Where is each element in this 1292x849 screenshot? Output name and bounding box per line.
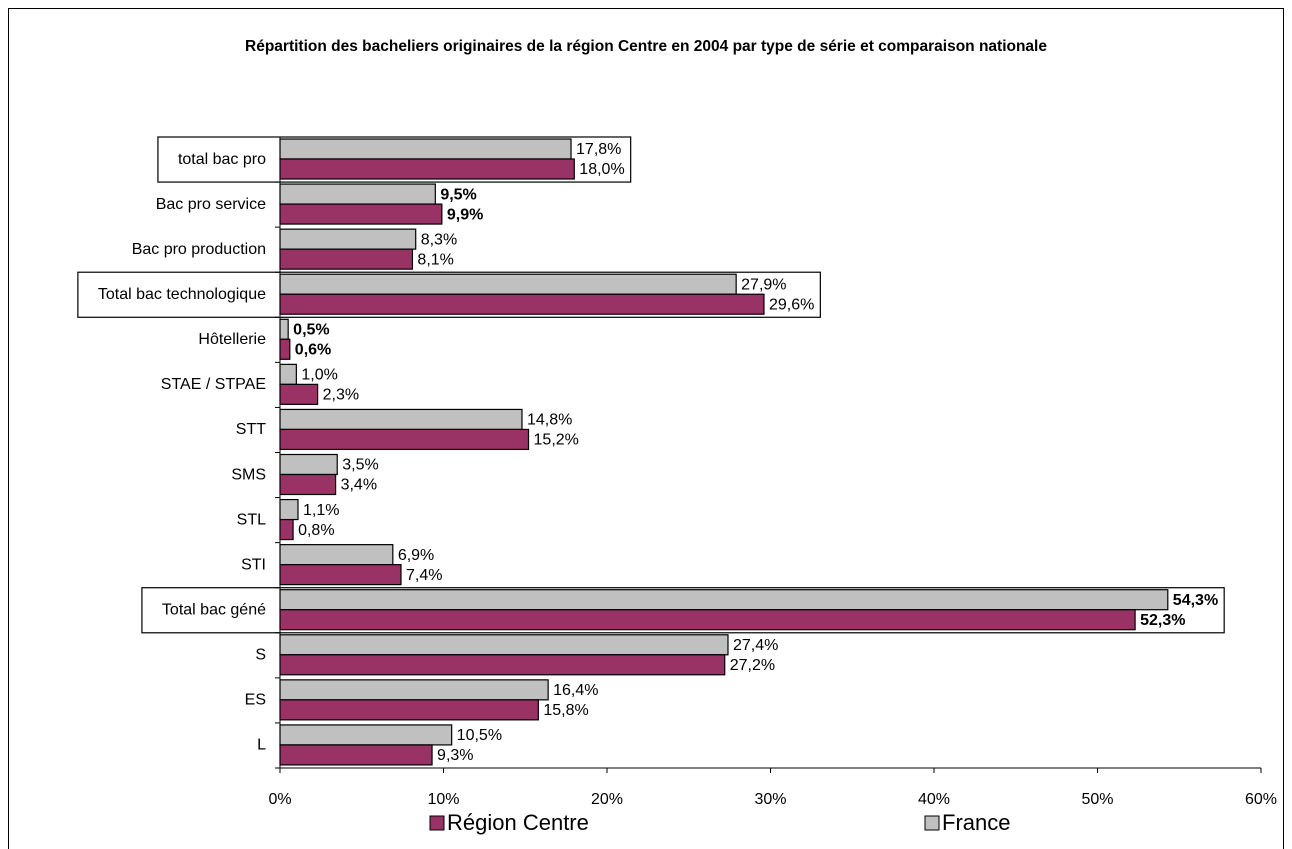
value-label: 3,5%: [342, 457, 378, 474]
bar: [279, 498, 299, 521]
value-label: 15,8%: [543, 702, 588, 719]
value-label: 52,3%: [1140, 612, 1185, 629]
highlight-box: [77, 271, 821, 318]
value-label: 7,4%: [406, 567, 442, 584]
bar: [279, 518, 294, 541]
x-tick-label: 60%: [1245, 791, 1277, 808]
value-label: 14,8%: [527, 412, 572, 429]
legend-swatch: [429, 815, 445, 831]
highlight-box: [141, 587, 1225, 634]
value-label: 1,0%: [301, 367, 337, 384]
bar: [279, 138, 572, 160]
bar: [279, 699, 539, 721]
value-label: 54,3%: [1173, 592, 1218, 609]
bar: [279, 724, 453, 746]
x-tick-label: 40%: [918, 791, 950, 808]
bar: [279, 428, 530, 451]
bar: [279, 248, 414, 270]
highlight-boxes: [77, 136, 1225, 634]
value-label: 15,2%: [534, 432, 579, 449]
bar: [279, 408, 523, 431]
x-tick-label: 50%: [1081, 791, 1113, 808]
value-label: 8,3%: [421, 231, 457, 248]
value-label: 1,1%: [303, 502, 339, 519]
value-label: 6,9%: [398, 547, 434, 564]
category-label: Bac pro service: [156, 196, 266, 213]
category-label: STI: [241, 556, 266, 573]
chart-title: Répartition des bacheliers originaires d…: [245, 38, 1047, 55]
value-label: 8,1%: [417, 251, 453, 268]
value-label: 9,5%: [440, 186, 476, 203]
value-label: 10,5%: [457, 727, 502, 744]
bar: [279, 158, 575, 180]
bar: [279, 203, 443, 225]
category-label: STL: [237, 511, 266, 528]
chart-border: [8, 8, 1284, 849]
value-label: 0,5%: [293, 322, 329, 339]
bar: [279, 293, 765, 315]
x-tick-label: 10%: [427, 791, 459, 808]
bar: [279, 589, 1169, 611]
value-label: 18,0%: [579, 161, 624, 178]
category-label: Total bac technologique: [98, 286, 266, 303]
value-label: 17,8%: [576, 141, 621, 158]
bar: [279, 679, 549, 701]
bar: [279, 473, 337, 496]
category-label: total bac pro: [178, 151, 266, 168]
bar: [279, 273, 737, 295]
bar: [279, 654, 726, 676]
value-label: 27,2%: [730, 657, 775, 674]
value-label: 9,3%: [437, 747, 473, 764]
bar: [279, 363, 297, 385]
x-tick-label: 30%: [754, 791, 786, 808]
legend-label: France: [942, 810, 1010, 835]
bar: [279, 564, 402, 586]
category-label: Bac pro production: [132, 241, 266, 258]
value-label: 27,9%: [741, 276, 786, 293]
bar: [279, 544, 394, 566]
bar: [279, 453, 338, 476]
bar: [279, 383, 319, 405]
category-label: ES: [245, 692, 266, 709]
bar: [279, 318, 289, 340]
category-label: Total bac géné: [162, 601, 266, 618]
category-label: STAE / STPAE: [161, 376, 266, 393]
x-tick-label: 0%: [268, 791, 291, 808]
bar: [279, 634, 729, 656]
bar: [279, 228, 417, 250]
value-label: 0,6%: [295, 342, 331, 359]
legend-swatch: [924, 815, 940, 831]
category-label: STT: [236, 421, 266, 438]
bar: [279, 183, 436, 205]
category-label: S: [255, 647, 266, 664]
category-label: L: [257, 737, 266, 754]
category-label: Hôtellerie: [198, 331, 266, 348]
value-label: 16,4%: [553, 682, 598, 699]
bar: [279, 609, 1136, 631]
highlight-box: [157, 136, 632, 183]
value-label: 0,8%: [298, 522, 334, 539]
legend-label: Région Centre: [447, 810, 589, 835]
value-label: 9,9%: [447, 206, 483, 223]
x-tick-label: 20%: [591, 791, 623, 808]
category-label: SMS: [231, 466, 266, 483]
value-label: 27,4%: [733, 637, 778, 654]
bar: [279, 744, 433, 766]
value-label: 3,4%: [341, 477, 377, 494]
value-label: 2,3%: [323, 387, 359, 404]
bar: [279, 338, 291, 360]
value-label: 29,6%: [769, 296, 814, 313]
